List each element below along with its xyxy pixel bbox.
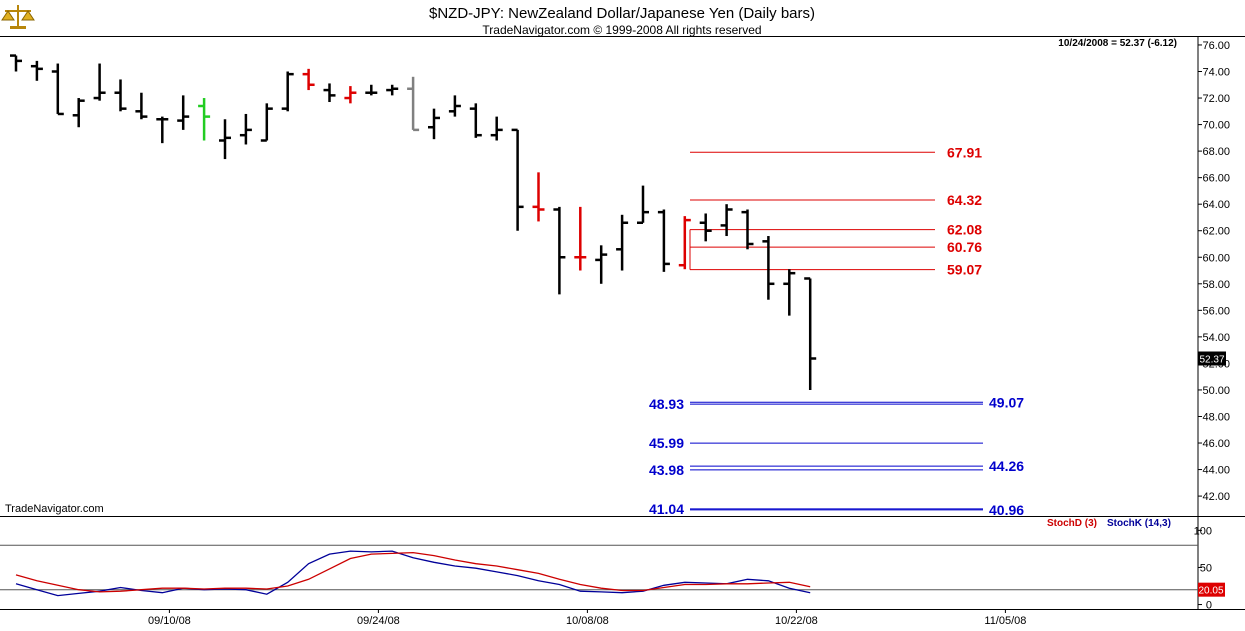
price-tick-label: 76.00 [1202,40,1230,52]
blue-level-label: 43.98 [649,462,684,478]
price-tick-label: 42.00 [1202,491,1230,503]
scales-logo-icon [1,5,35,29]
blue-level-label: 48.93 [649,396,684,412]
last-price-info: 10/24/2008 = 52.37 (-6.12) [1058,38,1177,49]
last-price-marker: 52.37 [1198,351,1226,366]
red-level-label: 67.91 [947,144,982,160]
watermark-text: TradeNavigator.com [5,503,104,515]
stoch-tick-label: 0 [1206,600,1212,612]
legend-stoch-k: StochK (14,3) [1107,518,1171,529]
blue-level-label: 40.96 [989,502,1024,518]
ohlc-bars [10,54,817,390]
legend-stoch-d: StochD (3) [1047,518,1097,529]
price-tick-label: 54.00 [1202,332,1230,344]
price-tick-label: 58.00 [1202,279,1230,291]
price-tick-label: 64.00 [1202,199,1230,211]
price-tick-label: 66.00 [1202,173,1230,185]
red-level-label: 59.07 [947,262,982,278]
date-tick-label: 10/08/08 [566,615,609,627]
date-axis: 09/10/08 09/24/08 10/08/08 10/22/08 11/05/08 [148,609,1026,627]
price-tick-label: 62.00 [1202,226,1230,238]
stoch-last-box [1198,582,1225,597]
red-level-label: 64.32 [947,192,982,208]
date-tick-label: 09/10/08 [148,615,191,627]
stoch-tick-label: 100 [1194,525,1212,537]
price-tick-label: 60.00 [1202,252,1230,264]
blue-level-label: 44.26 [989,458,1024,474]
price-tick-label: 68.00 [1202,146,1230,158]
price-tick-label: 74.00 [1202,66,1230,78]
red-level-label: 60.76 [947,239,982,255]
copyright-text: TradeNavigator.com © 1999-2008 All right… [482,23,761,37]
stoch-tick-label: 50 [1200,562,1212,574]
chart-title: $NZD-JPY: NewZealand Dollar/Japanese Yen… [429,5,815,22]
price-tick-label: 72.00 [1202,93,1230,105]
price-tick-label: 48.00 [1202,411,1230,423]
price-tick-label: 46.00 [1202,438,1230,450]
stoch-k-line [15,550,811,597]
last-price-box [1198,351,1226,366]
stoch-last-label: 20.05 [1198,586,1223,597]
blue-level-label: 41.04 [649,501,684,517]
date-tick-label: 11/05/08 [984,615,1026,627]
blue-level-label: 49.07 [989,394,1024,410]
blue-level-label: 45.99 [649,435,684,451]
date-tick-label: 09/24/08 [357,615,400,627]
last-price-label: 52.37 [1199,355,1224,366]
price-tick-label: 56.00 [1202,305,1230,317]
price-tick-label: 44.00 [1202,465,1230,477]
stochastic-panel: 100 50 0 20.05 [0,525,1225,612]
price-tick-label: 70.00 [1202,120,1230,132]
stoch-d-line [15,551,811,593]
date-tick-label: 10/22/08 [775,615,818,627]
price-tick-label: 50.00 [1202,385,1230,397]
red-level-label: 62.08 [947,222,982,238]
price-axis: 76.00 74.00 72.00 70.00 68.00 66.00 64.00 62.00… [1198,40,1230,503]
